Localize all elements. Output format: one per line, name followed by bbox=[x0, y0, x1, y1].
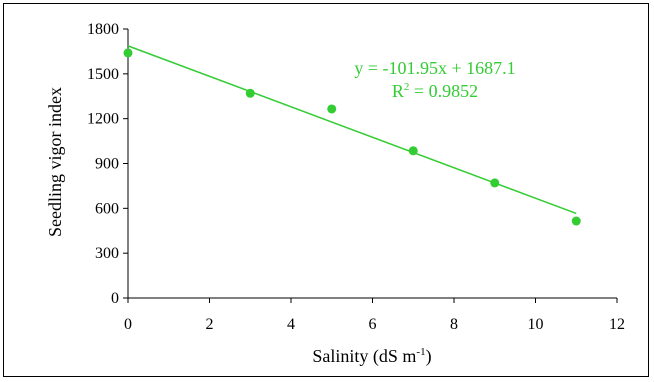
r2-superscript: 2 bbox=[404, 81, 410, 93]
y-tick-label: 600 bbox=[95, 200, 119, 217]
x-axis-title-close: ) bbox=[426, 346, 432, 367]
trendline-equation: y = -101.95x + 1687.1 bbox=[354, 58, 515, 78]
data-point bbox=[123, 48, 133, 58]
x-tick-label: 0 bbox=[124, 316, 132, 333]
y-ticks: 0 300 600 900 1200 1500 1800 bbox=[87, 21, 128, 307]
x-tick-label: 2 bbox=[206, 316, 214, 333]
data-point bbox=[571, 216, 581, 226]
r2-prefix: R bbox=[392, 81, 404, 101]
y-tick-label: 1800 bbox=[87, 21, 119, 38]
y-tick-label: 900 bbox=[95, 156, 119, 173]
y-tick-label: 0 bbox=[111, 290, 119, 307]
trendline-r-squared: R2 = 0.9852 bbox=[392, 81, 478, 101]
data-points bbox=[123, 48, 581, 226]
y-tick-label: 300 bbox=[95, 245, 119, 262]
data-point bbox=[490, 178, 500, 188]
x-axis-title-superscript: -1 bbox=[416, 346, 425, 358]
y-tick-label: 1200 bbox=[87, 111, 119, 128]
x-tick-label: 8 bbox=[450, 316, 458, 333]
data-point bbox=[408, 146, 418, 156]
trendline bbox=[127, 45, 577, 215]
y-tick-label: 1500 bbox=[87, 66, 119, 83]
x-axis-title-main: Salinity (dS m bbox=[312, 346, 416, 367]
x-tick-label: 12 bbox=[609, 316, 625, 333]
x-axis-title: Salinity (dS m-1) bbox=[312, 346, 431, 367]
data-point bbox=[327, 104, 337, 114]
data-point bbox=[245, 88, 255, 98]
chart-frame bbox=[3, 3, 649, 377]
r2-value: = 0.9852 bbox=[409, 81, 478, 101]
x-ticks: 0 2 4 6 8 10 12 bbox=[124, 298, 625, 333]
x-tick-label: 6 bbox=[369, 316, 377, 333]
x-tick-label: 4 bbox=[287, 316, 295, 333]
y-axis-title: Seedling vigor index bbox=[45, 87, 65, 237]
x-tick-label: 10 bbox=[528, 316, 544, 333]
